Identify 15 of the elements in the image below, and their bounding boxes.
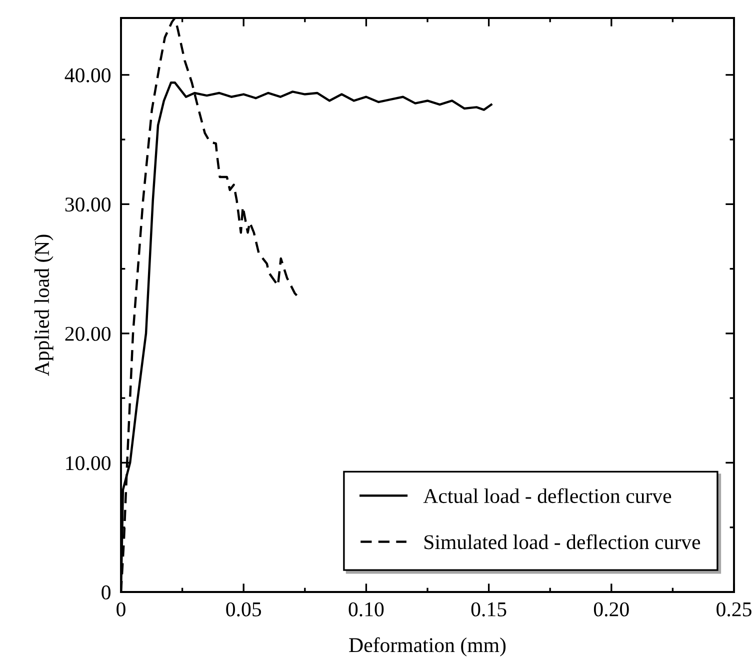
y-tick-label: 10.00 <box>66 456 110 470</box>
y-tick-label: 30.00 <box>65 198 110 212</box>
y-tick-label: 20.00 <box>65 326 110 341</box>
x-tick-label: 0.15 <box>471 602 506 616</box>
y-tick-label: 40.00 <box>64 68 110 82</box>
y-tick-label: 0 <box>102 585 110 600</box>
x-tick-label: 0.25 <box>716 602 752 616</box>
legend-label: Simulated load - deflection curve <box>424 534 700 550</box>
y-axis-title: Applied load (N) <box>34 234 54 376</box>
x-tick-label: 0.10 <box>348 602 384 616</box>
legend-label: Actual load - deflection curve <box>423 488 672 504</box>
x-tick-label: 0.20 <box>594 602 629 616</box>
x-tick-label: 0.05 <box>226 602 262 616</box>
x-tick-label: 0 <box>116 602 126 616</box>
x-axis-title: Deformation (mm) <box>349 637 506 656</box>
